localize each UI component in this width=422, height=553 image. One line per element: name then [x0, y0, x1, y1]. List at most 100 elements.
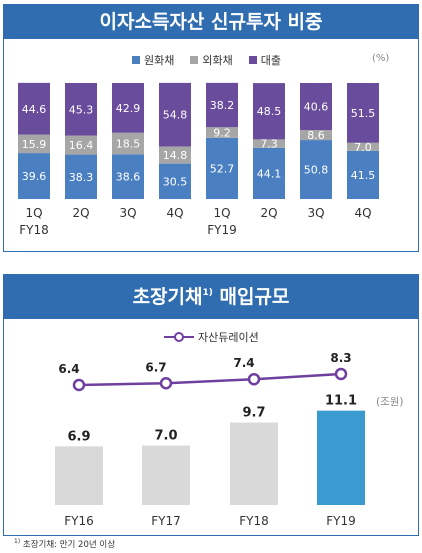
- bar-won-4: [206, 137, 238, 199]
- bar-won-6: [300, 140, 332, 199]
- data-label-loan-3: 54.8: [163, 109, 188, 122]
- legend-label-loan: 대출: [260, 54, 281, 67]
- data-label-won-3: 30.5: [163, 175, 188, 188]
- data-label-loan-4: 38.2: [210, 99, 235, 112]
- legend-swatch-won: [132, 56, 140, 64]
- x-tick-label-fy-3: FY19: [326, 514, 356, 528]
- panel-new-investment-share: 이자소득자산 신규투자 비중 원화채 외화채 대출 (%) 39.6 15.9 44…: [3, 4, 419, 252]
- bar-won-2: [112, 154, 144, 199]
- bar-loan-4: [206, 82, 238, 128]
- bar-value-label-1: 7.0: [154, 429, 177, 444]
- data-label-foreign-2: 18.5: [116, 137, 141, 150]
- duration-point-3: [334, 367, 348, 381]
- duration-point-2: [247, 372, 261, 386]
- data-label-loan-2: 42.9: [116, 102, 141, 115]
- legend-line-marker: [164, 332, 194, 342]
- bar-foreign-0: [18, 134, 50, 154]
- bar-loan-5: [253, 83, 285, 140]
- data-label-loan-5: 48.5: [257, 105, 282, 118]
- bar-value-label-0: 6.9: [67, 429, 90, 444]
- legend-swatch-foreign: [190, 56, 199, 64]
- x-tick-label-5: 2Q: [260, 206, 277, 220]
- unit-label-2: (조원): [376, 396, 404, 408]
- year-label-0: FY18: [19, 223, 49, 237]
- legend-label-foreign: 외화채: [202, 54, 233, 67]
- x-tick-label-1: 2Q: [72, 206, 89, 220]
- duration-point-1: [159, 377, 173, 390]
- bar-loan-6: [300, 83, 332, 131]
- legend-1: 원화채 외화채 대출: [132, 52, 281, 68]
- bar-won-3: [159, 163, 191, 199]
- x-tick-label-0: 1Q: [25, 206, 42, 220]
- data-label-foreign-0: 15.9: [22, 138, 47, 151]
- legend-2: 자산듀레이션: [164, 329, 259, 345]
- bar-loan-0: [18, 82, 50, 135]
- bar-3: [317, 410, 365, 505]
- chart-title-2: 초장기채1) 매입규모: [4, 275, 418, 319]
- data-label-foreign-5: 7.3: [260, 138, 278, 151]
- legend-swatch-loan: [248, 56, 257, 64]
- chart-title-1: 이자소득자산 신규투자 비중: [4, 5, 418, 39]
- footnote: 1) 초장기채: 만기 20년 이상: [14, 538, 115, 550]
- data-label-foreign-7: 7.0: [354, 141, 372, 154]
- x-tick-label-6: 3Q: [307, 206, 324, 220]
- year-label-1: FY19: [207, 223, 237, 237]
- bar-value-label-2: 9.7: [242, 406, 265, 421]
- x-tick-label-7: 4Q: [354, 206, 371, 220]
- data-label-won-7: 41.5: [351, 169, 376, 182]
- bar-won-1: [65, 154, 97, 199]
- x-tick-label-fy-2: FY18: [239, 514, 269, 528]
- x-tick-label-4: 1Q: [213, 206, 230, 220]
- bar-foreign-2: [112, 132, 144, 155]
- x-tick-label-fy-0: FY16: [64, 514, 94, 528]
- data-label-won-1: 38.3: [69, 171, 94, 184]
- duration-line: [78, 372, 342, 387]
- bar-0: [55, 446, 103, 505]
- data-label-loan-6: 40.6: [304, 101, 329, 114]
- legend-label-won: 원화채: [144, 54, 175, 67]
- bar-foreign-6: [300, 130, 332, 141]
- bar-foreign-5: [253, 139, 285, 148]
- data-label-foreign-3: 14.8: [163, 149, 188, 162]
- stacked-bar-chart: 39.6 15.9 44.6 1Q 38.3 16.4 45.3 2Q 38.6 18.5 42.9…: [18, 82, 379, 237]
- bar-loan-3: [159, 82, 191, 147]
- bar-2: [230, 422, 278, 505]
- data-label-won-4: 52.7: [210, 162, 235, 175]
- data-label-won-6: 50.8: [304, 164, 329, 177]
- bar-loan-2: [112, 83, 144, 133]
- footnote-text: 초장기채: 만기 20년 이상: [20, 540, 116, 550]
- bar-1: [142, 445, 190, 505]
- duration-label-1: 6.7: [145, 360, 166, 374]
- bar-won-0: [18, 153, 50, 199]
- duration-label-2: 7.4: [233, 356, 254, 370]
- bar-value-label-3: 11.1: [325, 394, 357, 409]
- chart-title-2-main: 초장기채: [132, 286, 203, 308]
- footnote-sup: 1): [14, 538, 21, 546]
- x-tick-label-fy-1: FY17: [151, 514, 181, 528]
- bar-won-7: [347, 150, 379, 199]
- data-label-foreign-6: 8.6: [307, 129, 325, 142]
- duration-point-0: [72, 378, 86, 392]
- panel-long-bond-purchase: 초장기채1) 매입규모 자산듀레이션 (조원) 6.9 FY16 7.0 FY17 9.…: [3, 274, 419, 536]
- bar-foreign-4: [206, 127, 238, 138]
- data-label-loan-0: 44.6: [22, 103, 47, 116]
- bar-foreign-3: [159, 146, 191, 164]
- bar-won-5: [253, 147, 285, 199]
- bar-loan-1: [65, 83, 97, 136]
- data-label-foreign-1: 16.4: [69, 139, 94, 152]
- bar-line-chart: 6.9 FY16 7.0 FY17 9.7 FY18 11.1 FY19 6.4 6.7 7.4 8.…: [55, 351, 365, 528]
- bar-foreign-7: [347, 142, 379, 151]
- data-label-loan-1: 45.3: [69, 103, 94, 116]
- duration-label-0: 6.4: [58, 362, 79, 376]
- chart-title-2-sup: 1): [202, 288, 213, 298]
- data-label-won-0: 39.6: [22, 170, 47, 183]
- data-label-foreign-4: 9.2: [213, 127, 231, 140]
- data-label-won-2: 38.6: [116, 171, 141, 184]
- data-label-loan-7: 51.5: [351, 107, 376, 120]
- x-tick-label-2: 3Q: [119, 206, 136, 220]
- data-label-won-5: 44.1: [257, 167, 282, 180]
- legend-label-duration: 자산듀레이션: [198, 331, 259, 344]
- chart-title-2-rest: 매입규모: [212, 286, 290, 308]
- bar-foreign-1: [65, 135, 97, 155]
- unit-label-1: (%): [372, 53, 390, 64]
